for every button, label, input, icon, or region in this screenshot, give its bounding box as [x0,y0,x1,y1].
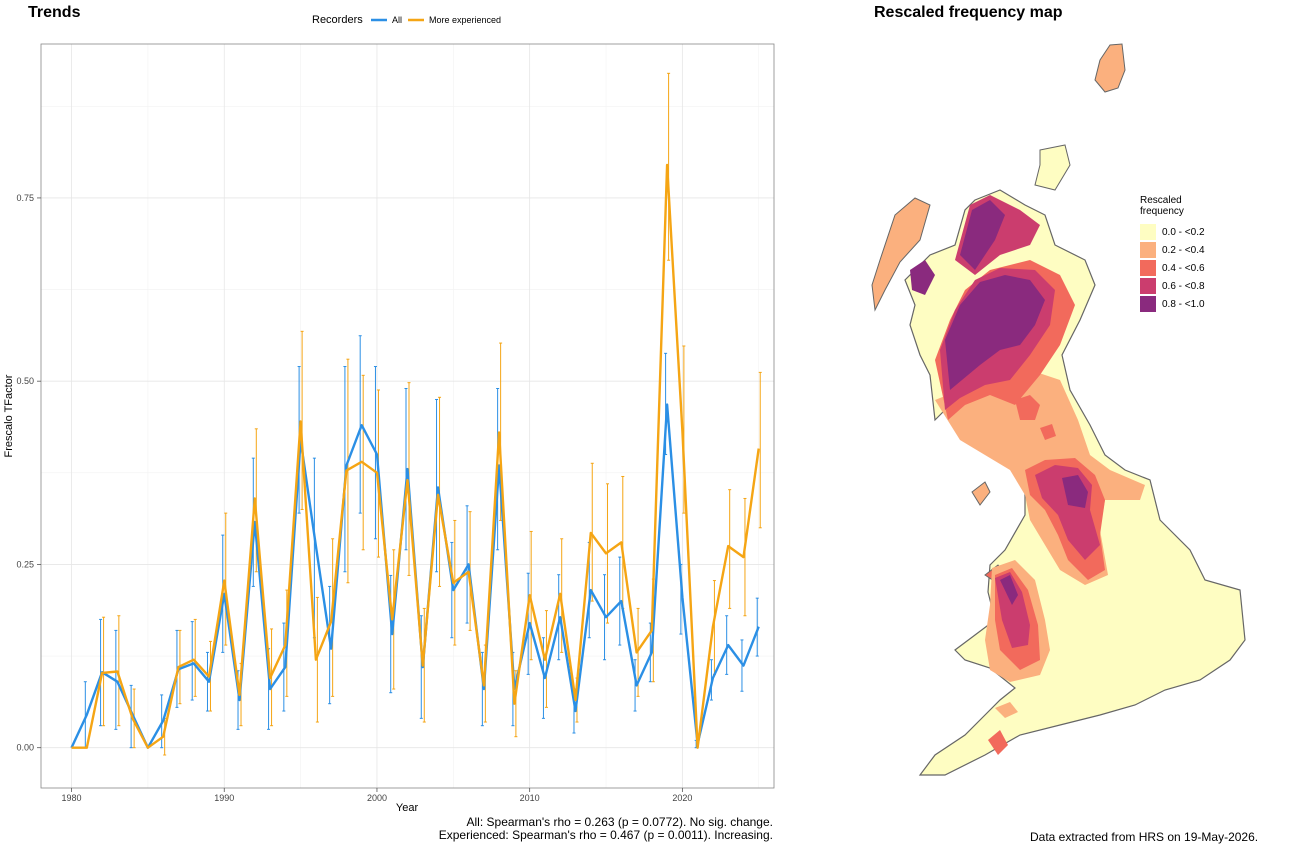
series-layer [70,72,762,756]
map-zone-pink-wales [995,572,1030,648]
trends-chart: 1980 1990 2000 2010 2020 0.00 0.25 0.50 0.75 Ye… [3,14,775,814]
map-zone-red-lakes [1015,395,1040,420]
legend-label-1: 0.2 - <0.4 [1162,244,1205,256]
series-line-more-experienced [71,163,760,749]
map-zone-red-arran [1040,424,1056,440]
x-tick-label: 2010 [520,793,540,803]
stats-experienced: Experienced: Spearman's rho = 0.467 (p =… [438,828,773,842]
map-shetland [1094,43,1126,93]
legend-label-all: All [392,15,402,25]
x-tick-label: 1990 [214,793,234,803]
stats-all: All: Spearman's rho = 0.263 (p = 0.0772)… [466,815,773,829]
frequency-map [871,43,1246,776]
x-tick-label: 2000 [367,793,387,803]
map-legend-item: 0.6 - <0.8 [1140,277,1205,295]
legend-label-4: 0.8 - <1.0 [1162,298,1205,310]
data-source-note: Data extracted from HRS on 19-May-2026. [1030,830,1259,844]
legend-swatch-0 [1140,224,1156,240]
map-legend-title-line-1: Rescaled [1140,195,1182,206]
trend-statistics: All: Spearman's rho = 0.263 (p = 0.0772)… [439,816,773,842]
legend-label-2: 0.4 - <0.6 [1162,262,1205,274]
y-tick-label: 0.25 [16,559,34,569]
map-zone-orange-exmoor [995,702,1018,718]
y-axis-ticks: 0.00 0.25 0.50 0.75 [16,193,41,753]
map-legend-item: 0.8 - <1.0 [1140,295,1205,313]
map-legend-title: Rescaled frequency [1140,195,1205,217]
legend-label-3: 0.6 - <0.8 [1162,280,1205,292]
map-zone-purple [945,275,1045,390]
map-zone-purple-pennines [1062,475,1088,508]
x-tick-label: 2020 [672,793,692,803]
legend-title: Recorders [312,14,363,26]
legend-swatch-1 [1140,242,1156,258]
x-axis-ticks: 1980 1990 2000 2010 2020 [62,788,692,803]
trends-title: Trends [28,4,81,21]
map-zone-purple-wales [1000,575,1018,605]
map-zone-purple-skye [910,260,935,295]
map-legend-item: 0.0 - <0.2 [1140,223,1205,241]
legend-swatch-2 [1140,260,1156,276]
x-axis-label: Year [396,802,419,814]
map-legend-title-line-2: frequency [1140,206,1184,217]
map-legend: Rescaled frequency 0.0 - <0.2 0.2 - <0.4… [1140,195,1205,313]
map-hebrides [871,197,931,312]
y-tick-label: 0.00 [16,743,34,753]
x-tick-label: 1980 [62,793,82,803]
map-legend-item: 0.4 - <0.6 [1140,259,1205,277]
legend-label-0: 0.0 - <0.2 [1162,226,1205,238]
map-isle-of-man [971,481,991,506]
map-zone-red-dartmoor [988,730,1008,755]
y-tick-label: 0.75 [16,193,34,203]
y-tick-label: 0.50 [16,376,34,386]
map-zone-purple-nw [960,200,1005,270]
legend-label-experienced: More experienced [429,15,501,25]
plot-panel-border [40,43,775,789]
map-legend-item: 0.2 - <0.4 [1140,241,1205,259]
chart-legend: Recorders All More experienced [312,14,501,26]
series-more-experienced [102,72,762,756]
legend-swatch-4 [1140,296,1156,312]
map-title: Rescaled frequency map [874,4,1063,21]
map-orkney [1034,144,1071,191]
y-axis-label: Frescalo TFactor [3,374,15,457]
legend-swatch-3 [1140,278,1156,294]
chart-gridlines [41,44,774,788]
